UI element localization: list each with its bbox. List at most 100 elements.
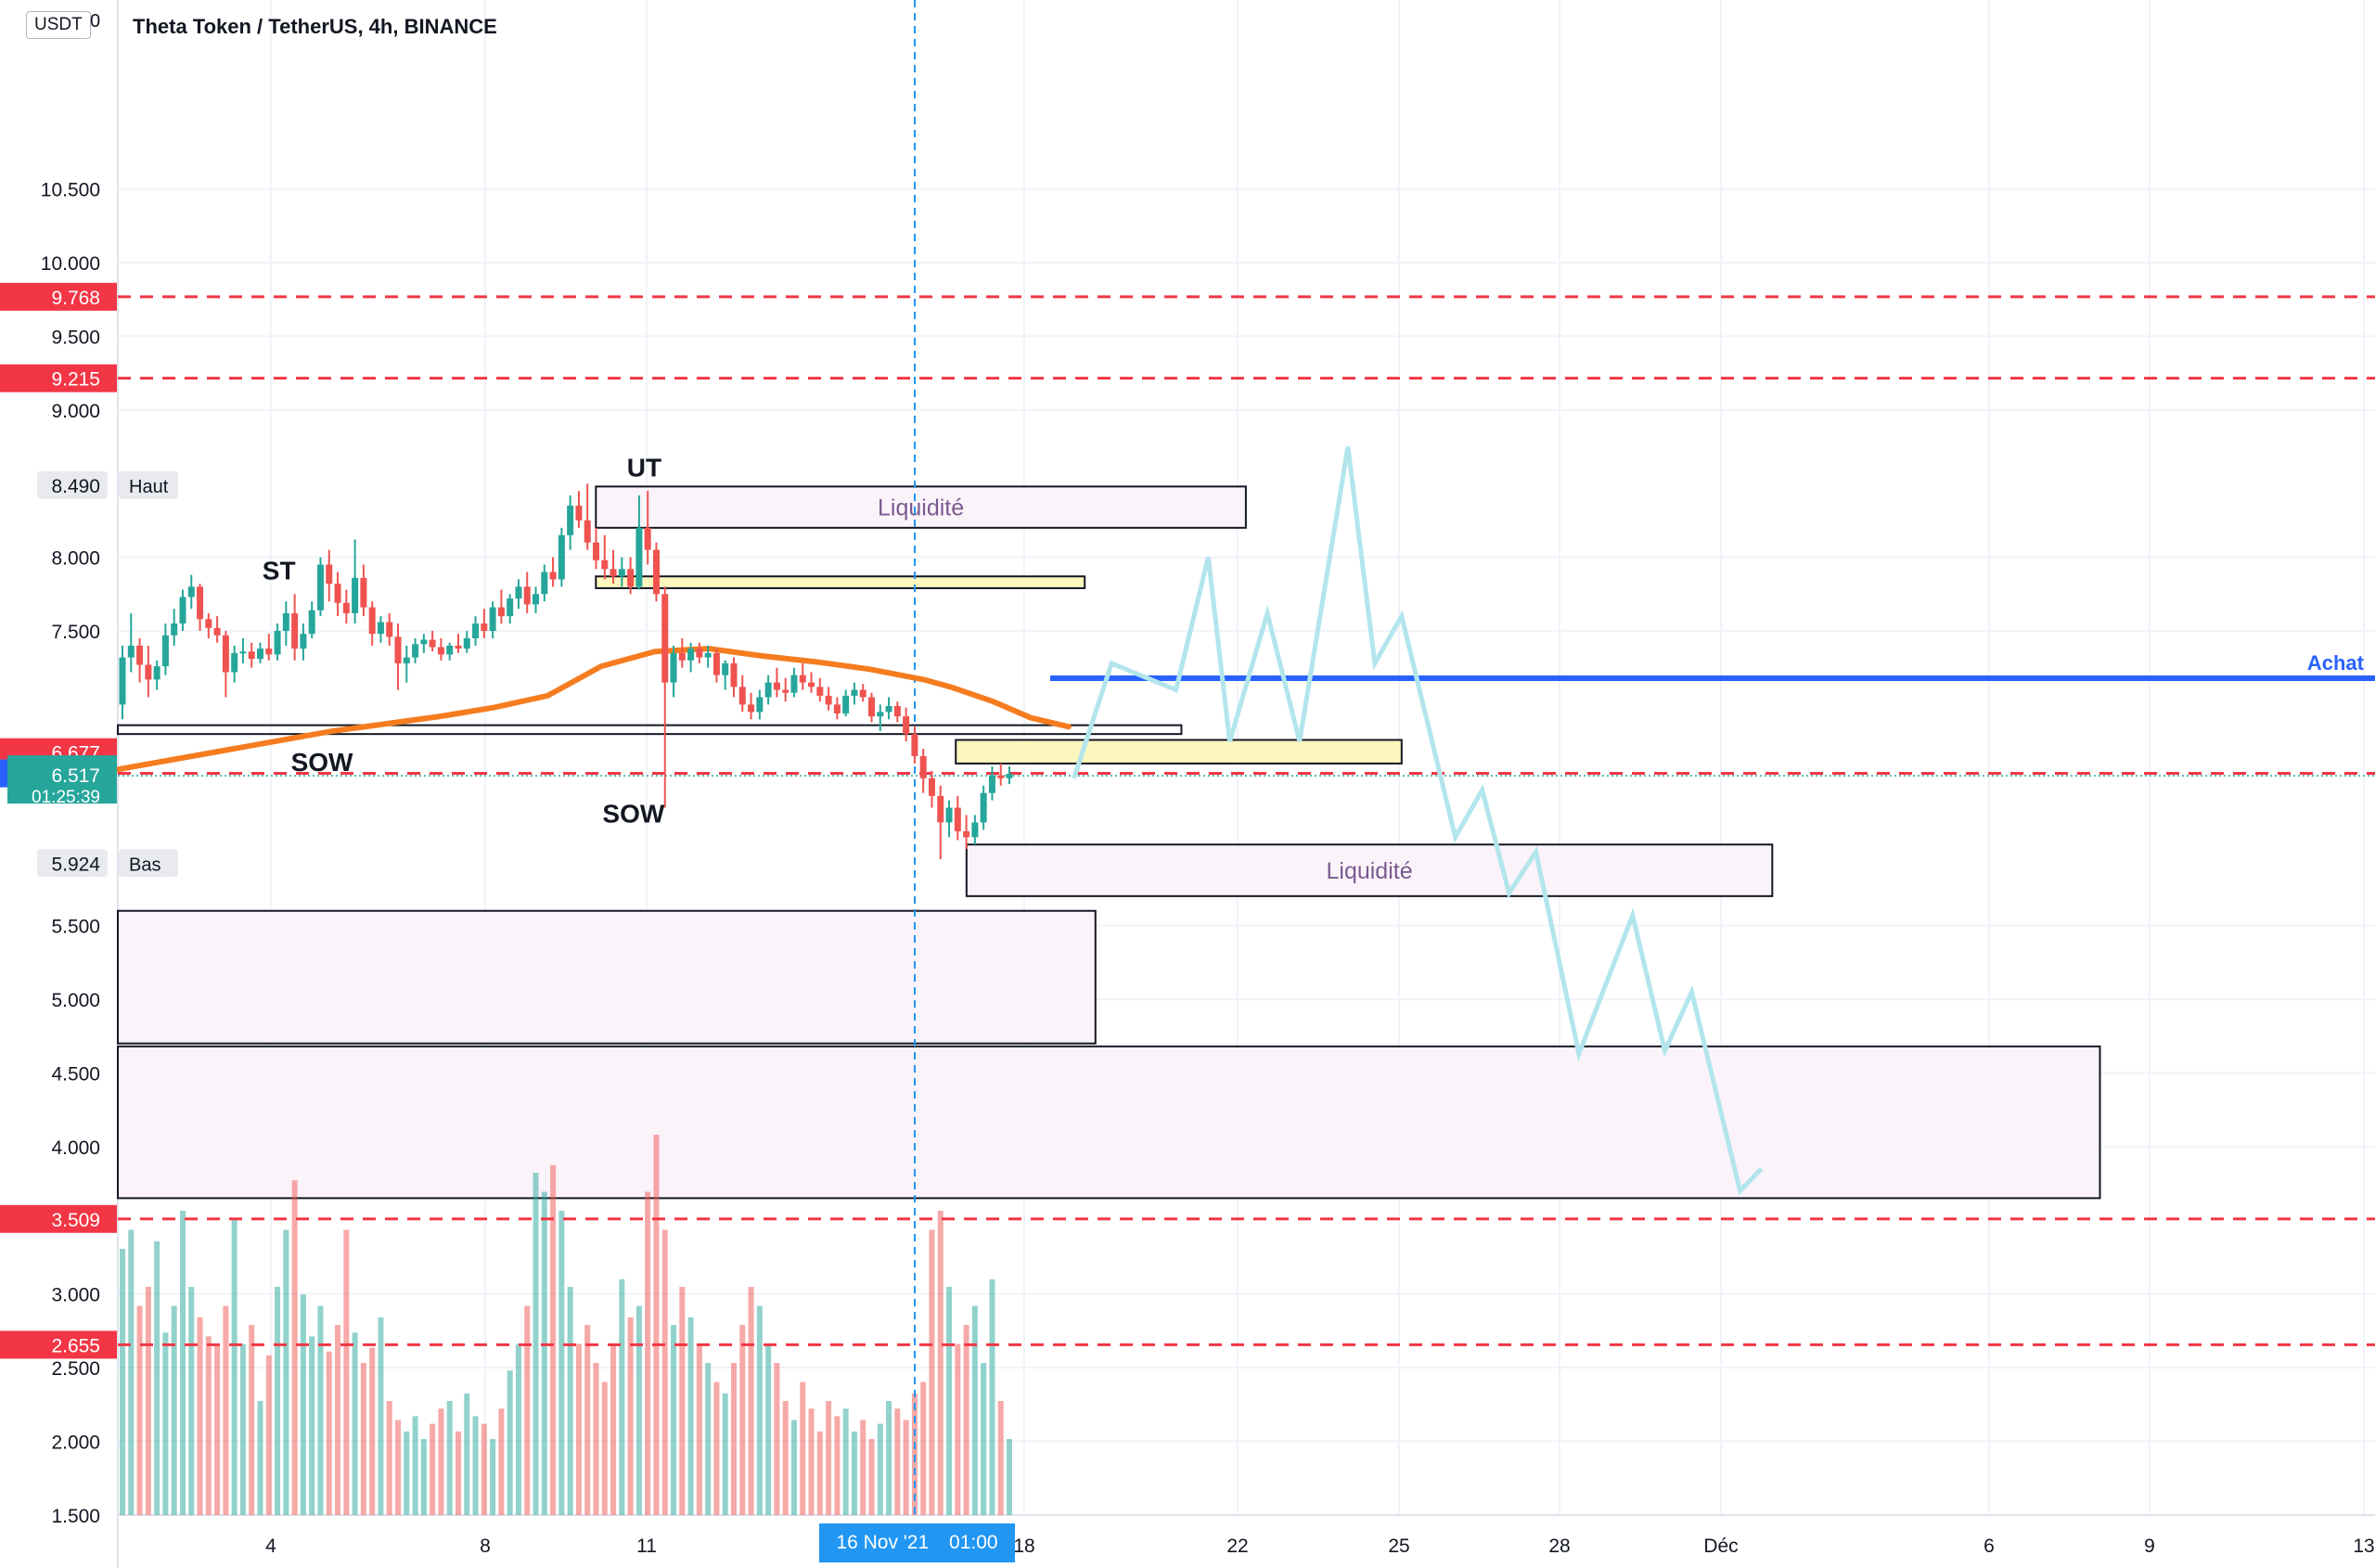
volume-bar bbox=[472, 1416, 479, 1515]
candle-body bbox=[919, 755, 927, 778]
candle-body bbox=[119, 657, 126, 705]
candle-body bbox=[394, 636, 402, 663]
candle-body bbox=[360, 577, 367, 608]
volume-bar bbox=[671, 1325, 677, 1515]
candle-body bbox=[239, 651, 247, 654]
candle-body bbox=[833, 704, 841, 713]
volume-bar bbox=[713, 1382, 720, 1515]
price-badge-label: 5.924 bbox=[51, 854, 100, 875]
price-badge bbox=[37, 849, 108, 878]
x-tick-label: 9 bbox=[2144, 1536, 2155, 1557]
candle-body bbox=[790, 675, 798, 693]
candle-body bbox=[403, 657, 410, 663]
volume-bar bbox=[239, 1343, 246, 1515]
price-badge bbox=[0, 1204, 117, 1233]
volume-bar bbox=[145, 1287, 151, 1515]
volume-bar bbox=[533, 1173, 539, 1515]
volume-bar bbox=[291, 1180, 298, 1515]
y-tick-label: 4.000 bbox=[51, 1137, 100, 1159]
candle-body bbox=[507, 598, 514, 617]
price-badge bbox=[0, 364, 117, 392]
candle-body bbox=[326, 564, 333, 585]
volume-bar bbox=[309, 1336, 315, 1515]
volume-bar bbox=[214, 1343, 221, 1515]
volume-bar bbox=[360, 1363, 366, 1515]
volume-bar bbox=[765, 1343, 772, 1515]
candle-body bbox=[523, 586, 531, 605]
countdown-label: 01:25:39 bbox=[32, 788, 100, 807]
currency-selector[interactable]: USDT bbox=[26, 11, 91, 39]
y-tick-label: 2.500 bbox=[51, 1358, 100, 1380]
volume-bar bbox=[507, 1370, 513, 1515]
volume-bar bbox=[438, 1408, 444, 1515]
candle-body bbox=[342, 602, 350, 613]
y-tick-label: 4.500 bbox=[51, 1063, 100, 1085]
volume-bar bbox=[162, 1332, 169, 1515]
volume-bar bbox=[171, 1305, 177, 1515]
y-tick-label: 7.500 bbox=[51, 622, 100, 643]
candle-body bbox=[945, 807, 953, 823]
volume-bar bbox=[490, 1439, 496, 1515]
volume-bar bbox=[541, 1191, 547, 1515]
volume-bar bbox=[275, 1287, 281, 1515]
volume-bar bbox=[265, 1355, 272, 1515]
candle-body bbox=[420, 639, 428, 645]
x-tick-label: 11 bbox=[636, 1536, 657, 1557]
volume-bar bbox=[627, 1317, 634, 1515]
x-tick-label: 22 bbox=[1226, 1536, 1248, 1557]
y-tick-label: 1.500 bbox=[51, 1506, 100, 1527]
candle-body bbox=[885, 705, 892, 713]
volume-bars bbox=[120, 1135, 1012, 1515]
candle-body bbox=[627, 569, 635, 587]
volume-bar bbox=[575, 1343, 582, 1515]
candle-body bbox=[145, 664, 152, 680]
volume-bar bbox=[283, 1229, 289, 1515]
candle-body bbox=[429, 639, 436, 648]
candle-body bbox=[859, 689, 867, 698]
annotation-label: SOW bbox=[602, 799, 664, 828]
volume-bar bbox=[860, 1420, 867, 1515]
volume-bar bbox=[205, 1336, 212, 1515]
candle-body bbox=[954, 807, 961, 831]
volume-bar bbox=[963, 1325, 969, 1515]
y-tick-label: 9.000 bbox=[51, 401, 100, 422]
volume-bar bbox=[946, 1287, 953, 1515]
volume-bar bbox=[395, 1420, 402, 1515]
candle-body bbox=[825, 695, 832, 705]
volume-bar bbox=[997, 1401, 1004, 1515]
y-tick-label: 10.000 bbox=[41, 253, 100, 275]
volume-bar bbox=[756, 1305, 763, 1515]
volume-bar bbox=[430, 1423, 436, 1515]
volume-bar bbox=[188, 1287, 195, 1515]
volume-bar bbox=[335, 1325, 341, 1515]
candle-body bbox=[437, 647, 444, 655]
candle-body bbox=[635, 527, 643, 587]
candle-body bbox=[161, 635, 169, 667]
x-tick-label: 4 bbox=[265, 1536, 276, 1557]
volume-bar bbox=[696, 1343, 702, 1515]
achat-label: Achat bbox=[2307, 651, 2365, 675]
x-tick-label: 18 bbox=[1013, 1536, 1034, 1557]
candle-body bbox=[265, 649, 273, 655]
candle-body bbox=[127, 645, 135, 658]
candle-body bbox=[377, 622, 384, 635]
candle-body bbox=[316, 564, 324, 610]
candle-body bbox=[696, 649, 703, 658]
candle-body bbox=[997, 775, 1005, 778]
candle-body bbox=[368, 607, 376, 635]
x-tick-label: 25 bbox=[1388, 1536, 1409, 1557]
volume-bar bbox=[748, 1287, 754, 1515]
volume-bar bbox=[782, 1401, 789, 1515]
volume-bar bbox=[989, 1279, 995, 1515]
y-tick-label: 2.000 bbox=[51, 1432, 100, 1453]
candle-body bbox=[197, 586, 204, 620]
candle-body bbox=[730, 662, 738, 688]
candle-body bbox=[446, 645, 454, 655]
candle-body bbox=[903, 716, 910, 735]
candle-body bbox=[497, 607, 505, 617]
volume-bar bbox=[515, 1343, 521, 1515]
candle-body bbox=[592, 542, 599, 560]
x-tick-label: 28 bbox=[1548, 1536, 1570, 1557]
annotation-label: SOW bbox=[291, 748, 353, 777]
